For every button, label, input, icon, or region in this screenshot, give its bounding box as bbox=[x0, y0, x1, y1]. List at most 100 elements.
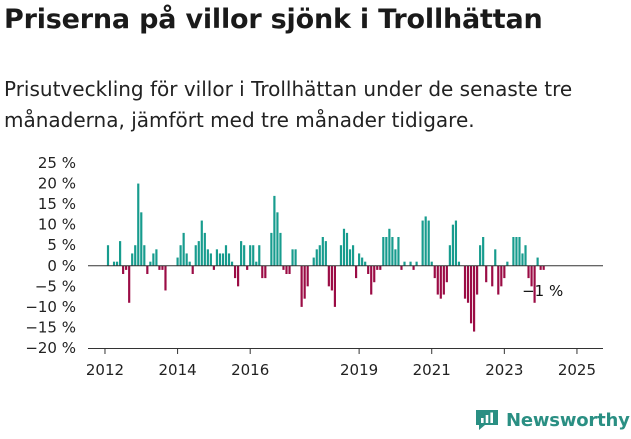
y-tick-label: 5 % bbox=[47, 236, 76, 254]
bar-negative bbox=[330, 265, 333, 291]
bar-positive bbox=[506, 261, 509, 266]
bar-negative bbox=[412, 265, 415, 270]
bar-negative bbox=[503, 265, 506, 279]
bar-positive bbox=[155, 249, 158, 266]
bar-negative bbox=[303, 265, 306, 299]
bar-positive bbox=[394, 249, 397, 266]
bar-positive bbox=[318, 245, 321, 266]
bar-positive bbox=[243, 245, 246, 266]
bar-positive bbox=[348, 249, 352, 266]
bar-negative bbox=[533, 265, 536, 303]
bar-positive bbox=[279, 232, 282, 266]
bar-positive bbox=[176, 257, 179, 266]
bar-positive bbox=[524, 245, 527, 266]
bar-positive bbox=[421, 220, 424, 266]
last-value-annotation: −1 % bbox=[522, 282, 563, 300]
bar-negative bbox=[264, 265, 267, 279]
bar-positive bbox=[345, 232, 349, 266]
bar-positive bbox=[482, 237, 485, 266]
x-tick-label: 2019 bbox=[340, 361, 378, 379]
bar-negative bbox=[491, 265, 494, 287]
bar-positive bbox=[119, 241, 122, 266]
bar-negative bbox=[436, 265, 439, 295]
bar-negative bbox=[527, 265, 530, 279]
bar-negative bbox=[439, 265, 442, 299]
bar-positive bbox=[427, 220, 430, 266]
bar-negative bbox=[125, 265, 128, 270]
bar-positive bbox=[397, 237, 400, 266]
bar-negative bbox=[376, 265, 379, 270]
bar-negative bbox=[466, 265, 470, 303]
bar-negative bbox=[500, 265, 503, 287]
bar-positive bbox=[137, 183, 140, 266]
y-tick-label: 25 % bbox=[38, 154, 76, 172]
bar-positive bbox=[448, 245, 451, 266]
bar-negative bbox=[285, 265, 288, 274]
bar-positive bbox=[409, 261, 412, 266]
bar-negative bbox=[400, 265, 403, 270]
bar-positive bbox=[415, 261, 418, 266]
chart-subtitle: Prisutveckling för villor i Trollhättan … bbox=[4, 77, 573, 132]
bar-positive bbox=[255, 261, 258, 266]
x-tick-label: 2012 bbox=[86, 361, 124, 379]
bar-positive bbox=[361, 257, 364, 266]
bar-negative bbox=[476, 265, 479, 295]
bar-positive bbox=[457, 261, 461, 266]
bar-positive bbox=[206, 249, 209, 266]
bar-positive bbox=[134, 245, 137, 266]
bar-negative bbox=[530, 265, 533, 287]
y-tick-label: 0 % bbox=[47, 257, 76, 275]
bar-positive bbox=[276, 212, 279, 266]
bar-negative bbox=[191, 265, 194, 274]
bar-negative bbox=[261, 265, 264, 279]
y-tick-label: 15 % bbox=[38, 195, 76, 213]
bar-positive bbox=[194, 245, 197, 266]
bar-positive bbox=[152, 253, 155, 266]
bar-negative bbox=[469, 265, 473, 324]
bar-positive bbox=[200, 220, 203, 266]
bar-positive bbox=[518, 237, 521, 266]
bar-positive bbox=[391, 237, 394, 266]
bar-positive bbox=[197, 241, 200, 266]
bar-positive bbox=[291, 249, 294, 266]
bar-positive bbox=[342, 228, 346, 266]
bar-positive bbox=[182, 232, 185, 266]
bar-negative bbox=[542, 265, 545, 270]
bar-positive bbox=[430, 261, 433, 266]
bar-negative bbox=[158, 265, 161, 270]
bar-positive bbox=[536, 257, 539, 266]
bar-positive bbox=[252, 245, 255, 266]
bar-negative bbox=[497, 265, 500, 295]
bar-positive bbox=[521, 253, 524, 266]
bar-positive bbox=[249, 245, 252, 266]
bar-positive bbox=[479, 245, 482, 266]
bar-negative bbox=[379, 265, 382, 270]
bar-positive bbox=[494, 249, 497, 266]
bar-negative bbox=[306, 265, 309, 287]
bar-positive bbox=[270, 232, 273, 266]
x-tick-label: 2014 bbox=[158, 361, 196, 379]
bar-positive bbox=[403, 261, 406, 266]
bar-negative bbox=[433, 265, 436, 279]
bar-negative bbox=[355, 265, 358, 279]
bar-negative bbox=[233, 265, 237, 279]
bar-negative bbox=[327, 265, 330, 287]
newsworthy-logo-icon bbox=[476, 410, 498, 430]
x-tick-label: 2016 bbox=[231, 361, 269, 379]
bar-positive bbox=[227, 253, 231, 266]
bar-positive bbox=[179, 245, 182, 266]
bar-negative bbox=[333, 265, 336, 307]
bar-negative bbox=[539, 265, 542, 270]
bar-negative bbox=[373, 265, 376, 283]
bar-negative bbox=[300, 265, 303, 307]
bar-positive bbox=[258, 245, 261, 266]
bar-positive bbox=[203, 232, 206, 266]
y-tick-label: −20 % bbox=[25, 339, 76, 357]
brand-name: Newsworthy bbox=[506, 409, 630, 431]
bar-negative bbox=[128, 265, 131, 303]
bar-positive bbox=[106, 245, 110, 266]
bar-negative bbox=[122, 265, 125, 274]
bar-positive bbox=[454, 220, 458, 266]
bar-negative bbox=[472, 265, 476, 332]
bar-positive bbox=[209, 253, 212, 266]
